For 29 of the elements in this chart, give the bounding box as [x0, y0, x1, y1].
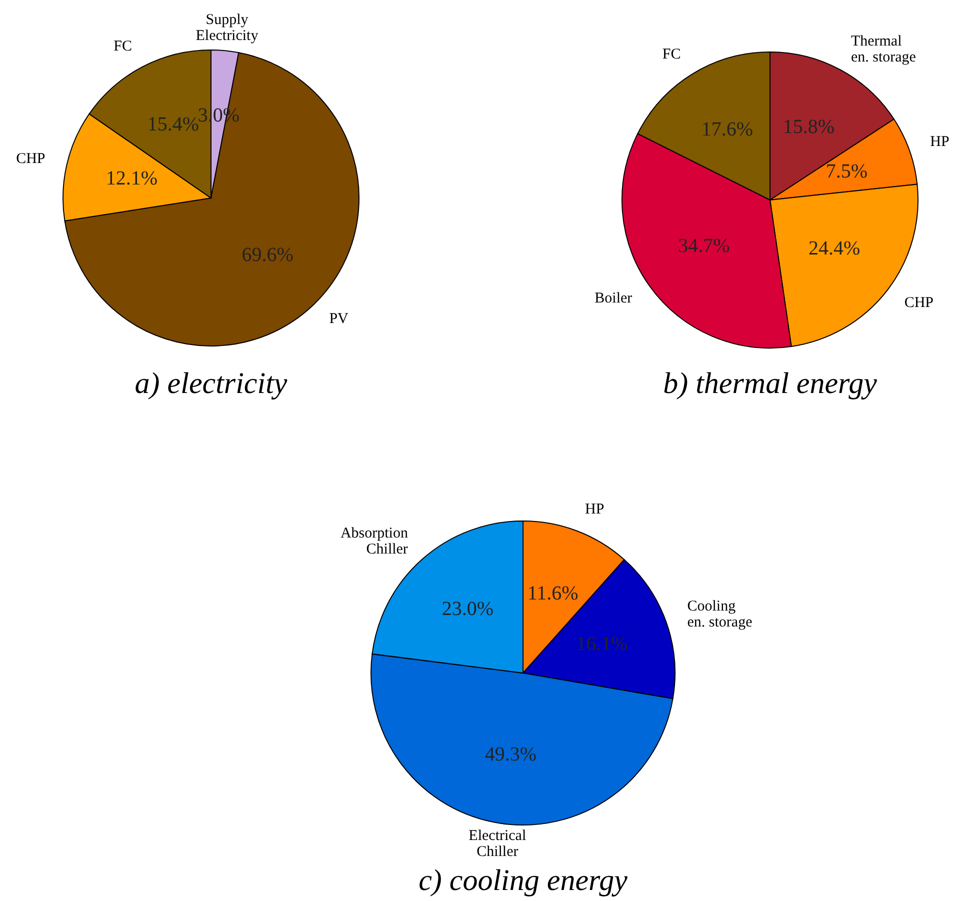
data-label: 16.1%	[576, 633, 628, 656]
data-label: 23.0%	[442, 598, 494, 620]
data-label: 15.4%	[147, 114, 200, 136]
slice-label: Supply Electricity	[196, 12, 259, 44]
slice-label: HP	[930, 134, 950, 150]
data-label: 7.5%	[826, 160, 868, 182]
text: a) electricity	[134, 367, 288, 400]
slice-label: PV	[329, 312, 349, 328]
slice-label: FC	[114, 38, 132, 55]
slice-label: Boiler	[594, 290, 632, 307]
text: c) cooling energy	[418, 864, 628, 897]
data-label: 34.7%	[678, 235, 730, 258]
slice-label: CHP	[16, 152, 46, 168]
slice-label: CHP	[904, 296, 934, 312]
data-label: 11.6%	[527, 582, 578, 604]
slice-label: Thermal en. storage	[850, 34, 916, 66]
pie-slice	[64, 52, 360, 346]
data-label: 69.6%	[242, 244, 294, 266]
data-label: 17.6%	[701, 118, 754, 140]
text: b) thermal energy	[663, 367, 878, 400]
slice-label: Absorption Chiller	[340, 526, 408, 558]
data-label: 49.3%	[484, 743, 537, 766]
slice-label: FC	[662, 46, 681, 63]
data-label: 24.4%	[808, 237, 860, 260]
slice-label: HP	[585, 502, 604, 518]
data-label: 12.1%	[106, 167, 158, 190]
slice-label: Cooling en. storage	[687, 599, 753, 632]
slice-label: Electrical Chiller	[468, 828, 526, 861]
data-label: 15.8%	[782, 116, 835, 138]
